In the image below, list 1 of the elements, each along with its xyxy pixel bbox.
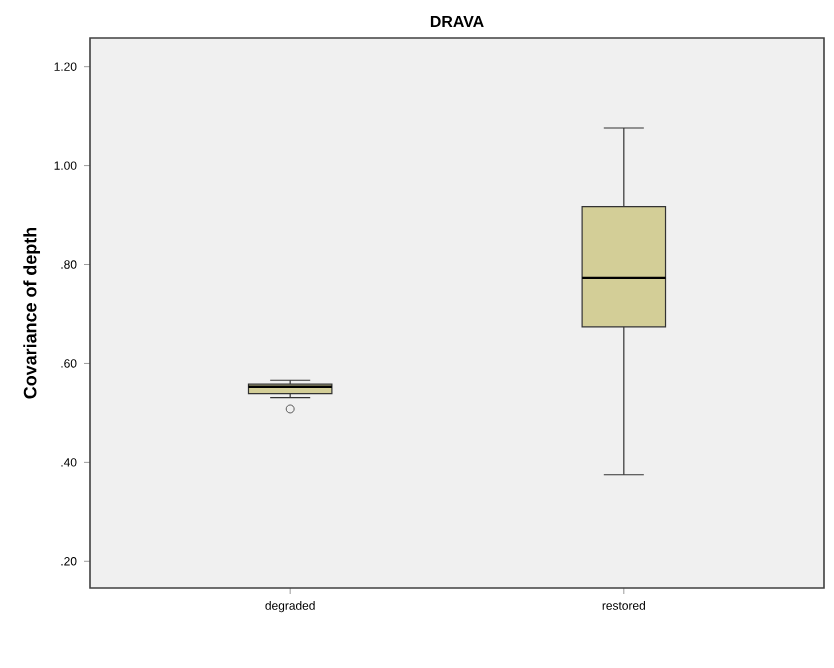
- y-axis-title: Covariance of depth: [23, 227, 41, 399]
